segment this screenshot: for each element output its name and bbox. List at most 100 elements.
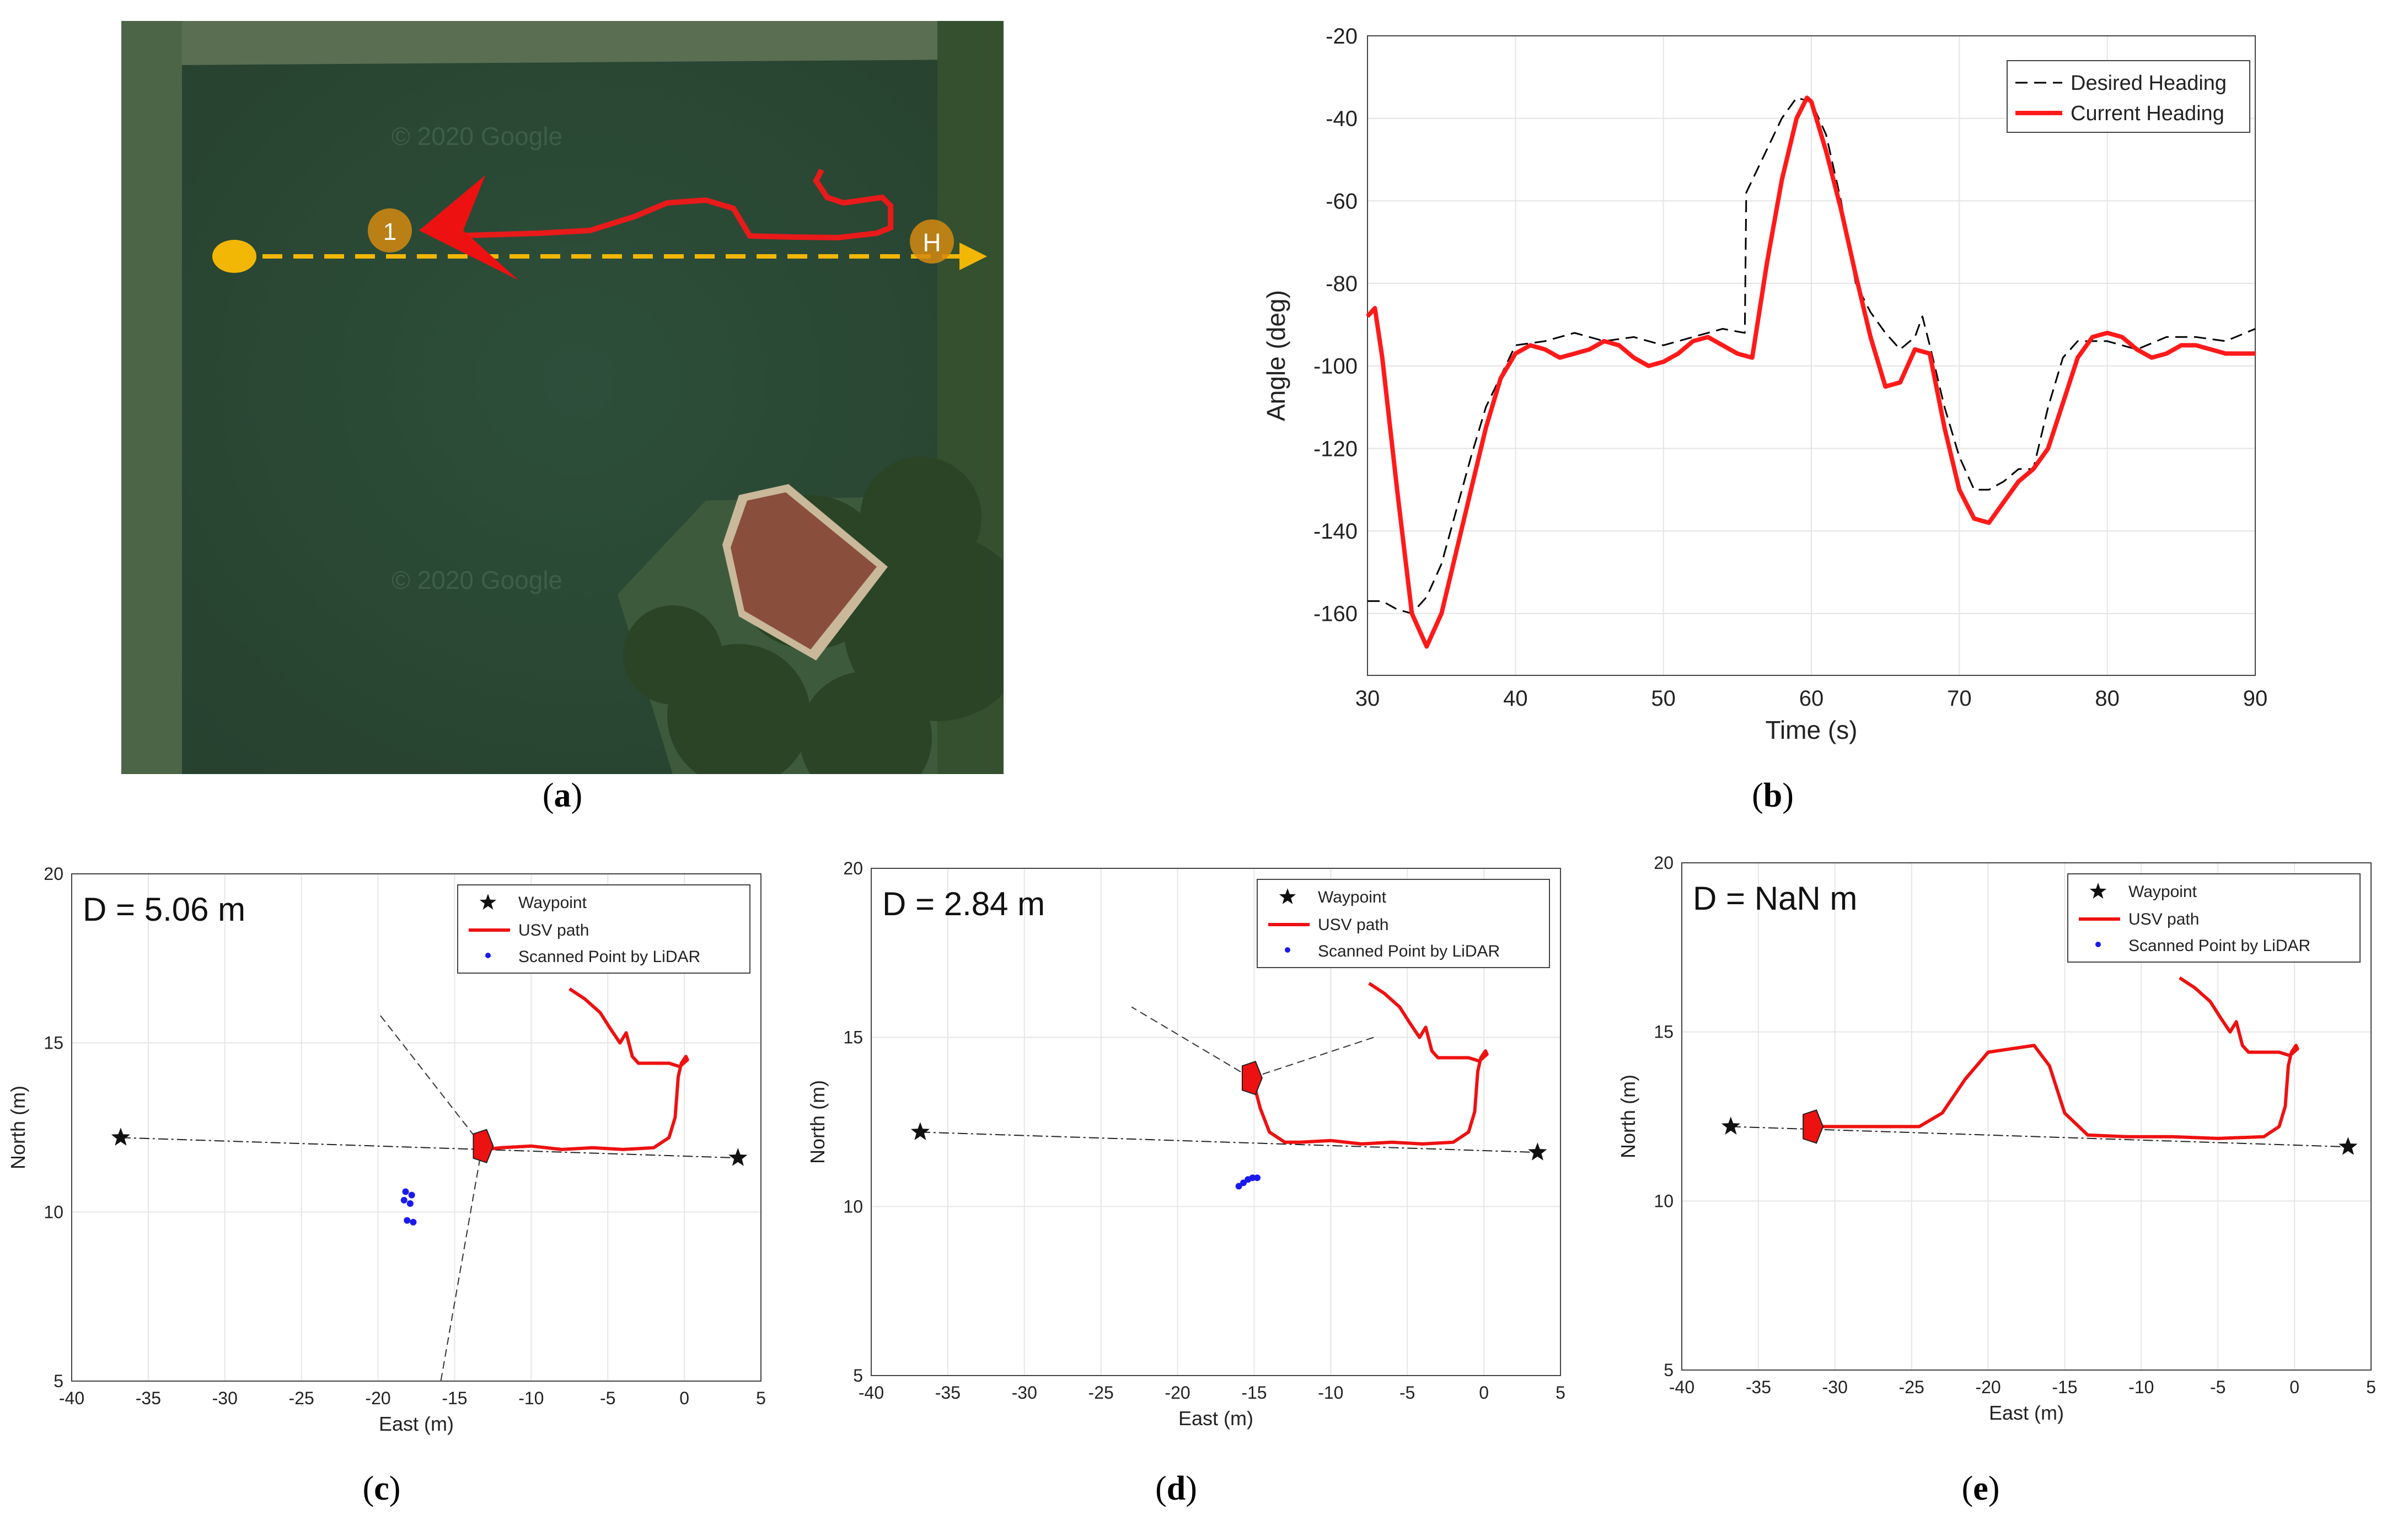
home-marker-label: H: [923, 228, 941, 257]
current-heading-line: [1366, 95, 2255, 649]
x-tick-label: 60: [1799, 686, 1824, 711]
x-tick-label: -25: [1088, 1383, 1114, 1403]
usv-vessel-marker: [1803, 1109, 1824, 1144]
legend-label: Waypoint: [518, 894, 587, 912]
y-tick-label: 20: [44, 864, 63, 884]
legend-label: Scanned Point by LiDAR: [2128, 937, 2310, 955]
legend-box: [2007, 60, 2250, 133]
waypoint-line: [120, 1137, 738, 1159]
x-tick-label: -10: [1318, 1383, 1343, 1403]
waypoint-line: [920, 1131, 1538, 1153]
y-tick-label: -140: [1313, 519, 1358, 544]
y-axis-label: North (m): [1617, 1075, 1639, 1158]
x-tick-label: -35: [1746, 1377, 1771, 1397]
desired-heading-line: [1367, 96, 2256, 615]
x-tick-label: 0: [2289, 1377, 2299, 1397]
waypoint-line: [1730, 1126, 2348, 1148]
x-tick-label: 30: [1355, 686, 1380, 711]
x-tick-label: 90: [2243, 686, 2268, 711]
y-tick-label: 10: [1654, 1191, 1674, 1211]
legend-swatch-waypoint: [479, 894, 497, 910]
y-tick-label: 15: [44, 1033, 63, 1053]
x-tick-label: -40: [59, 1388, 84, 1408]
x-tick-label: -25: [1899, 1377, 1924, 1397]
distance-annotation: D = 5.06 m: [83, 891, 245, 928]
map-chart-c: -40 -35 -30 -25 -20 -15 -10 -5 0 5 5 10 15 20 East (m)…: [7, 864, 766, 1435]
caption-c: (c): [362, 1470, 401, 1507]
y-tick-label: -120: [1313, 437, 1358, 461]
x-tick-label: -30: [212, 1388, 238, 1408]
y-tick-label: 15: [1654, 1022, 1674, 1042]
x-axis-label: East (m): [1989, 1401, 2064, 1424]
legend-swatch-lidar: [485, 953, 491, 958]
legend-label: USV path: [518, 921, 589, 939]
lidar-ray: [1251, 1036, 1374, 1079]
caption-a: (a): [542, 777, 583, 814]
x-axis-label: East (m): [379, 1413, 454, 1435]
x-tick-label: -10: [518, 1388, 544, 1408]
building-roof: [722, 484, 888, 660]
y-tick-label: -40: [1326, 107, 1358, 131]
y-tick-label: -160: [1313, 602, 1358, 626]
usv-path-line: [1816, 976, 2299, 1140]
x-axis-label: East (m): [1178, 1407, 1253, 1430]
legend-label: Scanned Point by LiDAR: [518, 948, 700, 966]
lidar-point: [408, 1191, 415, 1199]
x-tick-label: -20: [1975, 1377, 2001, 1397]
lidar-point: [404, 1217, 411, 1224]
y-tick-label: 5: [1664, 1360, 1674, 1380]
waypoint-star: [1721, 1116, 1740, 1135]
x-axis-label: Time (s): [1766, 716, 1858, 744]
y-tick-label: 15: [843, 1028, 863, 1048]
x-tick-label: 5: [756, 1388, 766, 1408]
y-tick-label: -100: [1313, 355, 1358, 379]
legend-label: Waypoint: [2128, 883, 2197, 901]
heading-chart: 30 40 50 60 70 80 90 -20 -40 -60 -80 -100 -120 -140 -1…: [1262, 24, 2268, 744]
waypoint-star: [2339, 1137, 2358, 1155]
distance-annotation: D = NaN m: [1693, 880, 1857, 917]
x-tick-label: 0: [1479, 1383, 1489, 1403]
y-tick-label: -80: [1326, 272, 1358, 296]
usv-vessel-marker: [1241, 1061, 1263, 1095]
lidar-point: [400, 1196, 407, 1204]
x-tick-label: -35: [935, 1383, 961, 1403]
legend-swatch-waypoint: [1279, 888, 1296, 904]
lidar-ray: [1131, 1006, 1252, 1079]
lidar-point: [1240, 1179, 1247, 1186]
x-tick-label: -5: [2210, 1377, 2225, 1397]
home-marker: [910, 219, 954, 264]
lidar-ray: [440, 1146, 483, 1382]
waypoint-star: [111, 1127, 130, 1146]
y-tick-label: -20: [1326, 24, 1358, 49]
legend-label: Desired Heading: [2071, 72, 2227, 95]
x-tick-label: -15: [442, 1388, 467, 1408]
x-tick-label: 70: [1947, 686, 1972, 711]
legend-swatch-waypoint: [2089, 883, 2107, 899]
x-tick-label: -5: [1399, 1383, 1415, 1403]
x-tick-label: 0: [679, 1388, 689, 1408]
map-chart-d: -40 -35 -30 -25 -20 -15 -10 -5 0 5 5 10 15 20 East (m)…: [806, 858, 1565, 1430]
x-tick-label: -15: [2052, 1377, 2077, 1397]
caption-b: (b): [1752, 777, 1794, 814]
y-tick-label: 20: [843, 858, 863, 878]
route-arrowhead: [959, 243, 987, 270]
y-tick-label: 10: [843, 1196, 863, 1216]
usv-vessel-icon: [419, 175, 518, 280]
plot-frame: [1681, 862, 2372, 1371]
x-tick-label: -40: [1669, 1377, 1694, 1397]
y-axis-label: Angle (deg): [1262, 290, 1290, 421]
x-tick-label: -25: [289, 1388, 314, 1408]
x-tick-label: -20: [1165, 1383, 1190, 1403]
waypoint-star: [1528, 1142, 1547, 1161]
waypoint-star: [910, 1122, 930, 1140]
x-tick-label: 5: [1556, 1383, 1565, 1403]
trees: [623, 456, 1004, 774]
route-start-dot: [212, 240, 256, 273]
distance-annotation: D = 2.84 m: [882, 885, 1045, 922]
usv-vessel-marker: [473, 1129, 494, 1163]
legend-label: USV path: [1318, 916, 1388, 934]
waypoint-marker-1: [368, 208, 412, 253]
y-tick-label: 20: [1654, 853, 1674, 873]
y-tick-label: -60: [1326, 189, 1358, 213]
watermark-2: © 2020 Google: [391, 566, 562, 594]
